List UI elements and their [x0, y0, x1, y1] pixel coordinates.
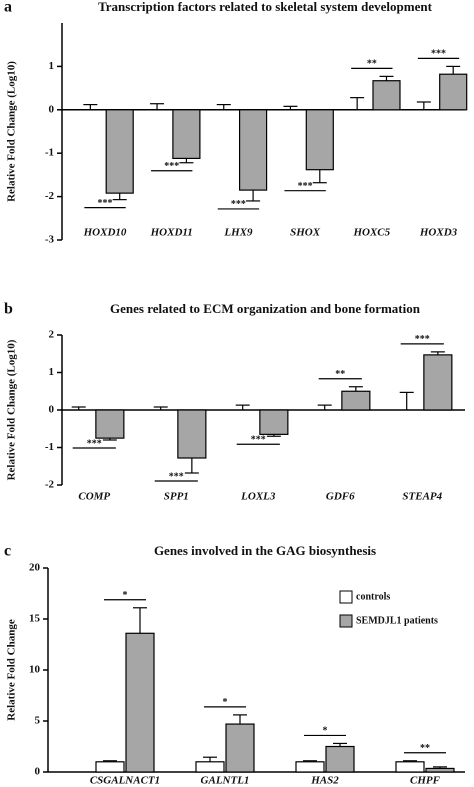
y-tick-label: -1 [45, 441, 54, 453]
y-tick-label: 0 [35, 766, 41, 778]
x-tick-label: HOXD10 [83, 227, 127, 239]
significance-label: *** [169, 471, 184, 482]
legend-swatch [339, 590, 353, 604]
significance-label: *** [164, 161, 179, 172]
x-tick-label: COMP [78, 491, 110, 503]
bar [423, 354, 453, 411]
y-tick-label: 2 [49, 329, 55, 341]
x-tick-label: HAS2 [310, 775, 339, 787]
bar [425, 767, 455, 773]
bar [238, 109, 268, 191]
significance-label: *** [298, 181, 313, 192]
x-tick-label: CSGALNACT1 [90, 775, 160, 787]
y-tick-label: 1 [49, 60, 55, 72]
bar [195, 761, 225, 773]
bar [125, 632, 155, 773]
significance-label: ** [367, 59, 377, 70]
bar [395, 761, 425, 773]
x-tick-label: GALNTL1 [201, 775, 250, 787]
panel-label: c [4, 543, 11, 560]
x-tick-label: SPP1 [164, 491, 189, 503]
bar [259, 409, 289, 435]
bar [305, 109, 334, 171]
significance-label: *** [231, 199, 246, 210]
significance-label: *** [431, 49, 446, 60]
y-tick-label: -2 [45, 479, 55, 491]
legend-label: SEMDJL1 patients [356, 615, 438, 626]
legend-label: controls [356, 591, 390, 602]
significance-label: *** [98, 198, 113, 209]
x-tick-label: SHOX [290, 227, 321, 239]
chart-title: Transcription factors related to skeleta… [98, 0, 433, 14]
y-tick-label: 5 [35, 715, 41, 727]
bar [177, 409, 207, 459]
x-tick-label: HOXD3 [419, 227, 458, 239]
bar [372, 80, 401, 111]
significance-label: *** [415, 334, 430, 345]
bar [95, 761, 125, 773]
significance-label: * [323, 726, 328, 737]
panel-label: b [4, 301, 13, 318]
significance-label: * [223, 697, 228, 708]
y-axis-label: Relative Fold Change (Log10) [6, 339, 18, 480]
y-tick-label: 15 [29, 613, 41, 625]
y-tick-label: 0 [49, 103, 55, 115]
x-tick-label: GDF6 [326, 491, 355, 503]
panel-label: a [4, 0, 12, 16]
significance-label: ** [420, 743, 430, 754]
bar [439, 73, 468, 111]
bar [95, 409, 125, 439]
bar [325, 745, 355, 773]
chart-title: Genes related to ECM organization and bo… [110, 301, 421, 316]
y-tick-label: -2 [45, 190, 55, 202]
x-tick-label: STEAP4 [402, 491, 442, 503]
x-tick-label: HOXC5 [352, 227, 390, 239]
significance-label: * [123, 590, 128, 601]
bar [295, 761, 325, 773]
x-tick-label: LHX9 [223, 227, 253, 239]
y-tick-label: 10 [29, 664, 41, 676]
chart-title: Genes involved in the GAG biosynthesis [154, 543, 376, 558]
y-tick-label: -3 [45, 234, 55, 246]
significance-label: *** [87, 438, 102, 449]
y-tick-label: 0 [49, 404, 55, 416]
significance-label: ** [335, 369, 345, 380]
y-axis-label: Relative Fold Change [6, 619, 18, 721]
x-tick-label: HOXD11 [150, 227, 193, 239]
x-tick-label: LOXL3 [240, 491, 276, 503]
y-tick-label: 20 [29, 562, 41, 574]
bar [105, 109, 134, 194]
y-tick-label: -1 [45, 147, 54, 159]
y-tick-label: 1 [49, 366, 55, 378]
bar [172, 109, 201, 160]
significance-label: *** [251, 435, 266, 446]
bar [225, 723, 255, 773]
legend-swatch [339, 614, 353, 628]
y-axis-label: Relative Fold Change (Log10) [6, 61, 18, 202]
x-tick-label: CHPF [410, 775, 441, 787]
bar [341, 390, 371, 411]
